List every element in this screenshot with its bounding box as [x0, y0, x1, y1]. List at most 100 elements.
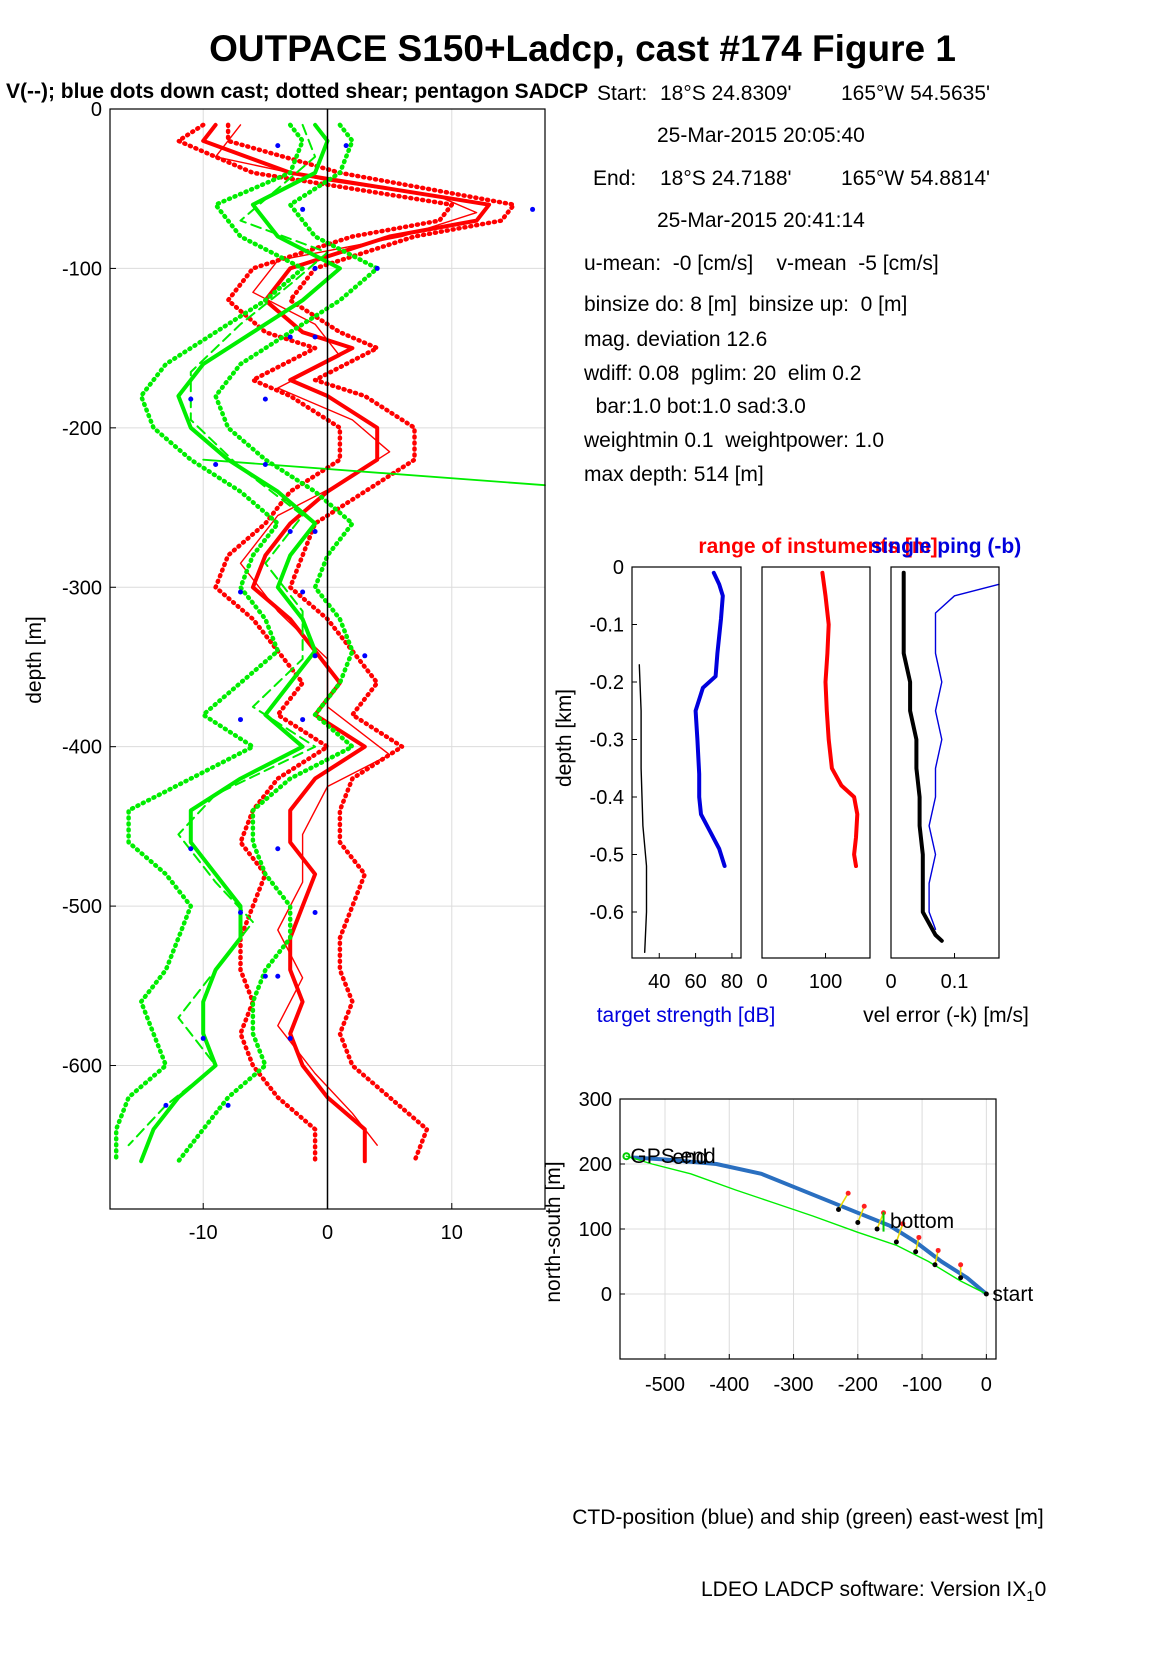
- footer-sub: 1: [1026, 1588, 1035, 1606]
- binsize-info: binsize do: 8 [m] binsize up: 0 [m]: [584, 293, 908, 316]
- ship-marker: [893, 1239, 899, 1245]
- track-series-0: [630, 1155, 989, 1296]
- ctd-marker: [935, 1247, 941, 1253]
- footer-main: LDEO LADCP software: Version IX: [701, 1578, 1027, 1601]
- down-cast-dot: [287, 528, 293, 534]
- start-latitude: 18°S 24.8309': [660, 82, 792, 105]
- down-cast-dot: [188, 846, 194, 852]
- down-cast-dot: [262, 396, 268, 402]
- y-tick-label: 300: [579, 1089, 612, 1111]
- x-tick-label: -300: [774, 1374, 814, 1396]
- down-cast-dot: [200, 1035, 206, 1041]
- y-tick-label: 0: [91, 99, 102, 121]
- ctd-marker: [916, 1234, 922, 1240]
- y-tick-label: -300: [62, 577, 102, 599]
- down-cast-dot: [362, 653, 368, 659]
- velocity-series-3: [214, 124, 478, 1146]
- down-cast-dot: [312, 909, 318, 915]
- end-longitude: 165°W 54.8814': [841, 167, 991, 190]
- ship-marker: [913, 1249, 919, 1255]
- y-tick-label: -0.2: [590, 672, 624, 694]
- start-longitude: 165°W 54.5635': [841, 82, 991, 105]
- x-tick-label: -100: [902, 1374, 942, 1396]
- down-cast-dot: [262, 462, 268, 468]
- track-series-1: [625, 1155, 988, 1295]
- end-label: End:: [593, 167, 637, 190]
- x-tick-label: -10: [189, 1222, 218, 1244]
- x-tick-label: 100: [809, 971, 842, 993]
- down-cast-dot: [213, 462, 219, 468]
- target-strength-plot: 40 60 80 0 -0.1 -0.2 -0.3 -0.4 -0.5 -0.6 target st…: [553, 535, 938, 1027]
- velocity-series-2: [176, 122, 455, 1164]
- down-cast-dot: [225, 1102, 231, 1108]
- velocity-error-plot: 0 0.1 single ping (-b) vel error (-k) [m/s]: [863, 535, 1029, 1027]
- target-strength-xlabel: target strength [dB]: [597, 1004, 776, 1027]
- down-cast-dot: [238, 589, 243, 595]
- position-xlabel: CTD-position (blue) and ship (green) eas…: [572, 1506, 1044, 1529]
- ship-ctd-link: [895, 1223, 904, 1243]
- target-strength-frame: [631, 566, 742, 959]
- vel-error-xlabel: vel error (-k) [m/s]: [863, 1004, 1029, 1027]
- down-cast-dot: [262, 973, 268, 979]
- figure-title: OUTPACE S150+Ladcp, cast #174 Figure 1: [209, 28, 956, 69]
- down-cast-dot: [343, 143, 349, 149]
- down-cast-dot: [238, 717, 243, 723]
- ctd-marker: [900, 1221, 906, 1227]
- x-tick-label: -400: [709, 1374, 749, 1396]
- mean-velocity: u-mean: -0 [cm/s] v-mean -5 [cm/s]: [584, 252, 939, 275]
- bottom-label: bottom: [890, 1210, 954, 1233]
- position-track-plot: -500 -400 -300 -200 -100 0 300 200 100 0 GPS enden…: [542, 1089, 1044, 1529]
- ship-marker: [958, 1275, 964, 1281]
- down-cast-dot: [312, 528, 318, 534]
- ship-marker: [836, 1207, 842, 1212]
- ship-marker: [855, 1220, 861, 1225]
- start-label: start: [992, 1283, 1033, 1306]
- velocity-ylabel: depth [m]: [23, 616, 46, 704]
- down-cast-dot: [188, 396, 194, 402]
- y-tick-label: -500: [62, 896, 102, 918]
- ctd-marker: [958, 1262, 964, 1268]
- instrument-range-plot: 0 100: [756, 566, 871, 993]
- ship-ctd-link: [876, 1212, 885, 1230]
- x-tick-label: 0: [756, 971, 767, 993]
- end-time: 25-Mar-2015 20:41:14: [657, 209, 865, 232]
- y-tick-label: -200: [62, 418, 102, 440]
- velocity-error-series-0: [928, 583, 1000, 930]
- x-tick-label: -500: [645, 1374, 685, 1396]
- velocity-series-1: [225, 122, 517, 1164]
- y-tick-label: -600: [62, 1056, 102, 1078]
- down-cast-dot: [287, 334, 293, 340]
- y-tick-label: 200: [579, 1154, 612, 1176]
- footer-tail: 0: [1034, 1578, 1047, 1601]
- down-cast-dot: [300, 206, 306, 212]
- down-cast-dot: [312, 265, 318, 271]
- ctd-marker: [845, 1190, 851, 1196]
- ship-marker: [932, 1262, 938, 1268]
- ship-marker: [874, 1226, 880, 1232]
- y-tick-label: -0.6: [590, 902, 624, 924]
- down-cast-dot: [163, 1102, 169, 1108]
- instrument-range-series-0: [820, 570, 860, 868]
- start-label: Start:: [597, 82, 648, 105]
- y-tick-label: -0.5: [590, 845, 624, 867]
- figure-subtitle: V(--); blue dots down cast; dotted shear…: [6, 80, 589, 103]
- velocity-error-frame: [890, 566, 1000, 959]
- down-cast-dot: [287, 1035, 293, 1041]
- x-tick-label: 0: [981, 1374, 992, 1396]
- down-cast-dot: [312, 653, 318, 659]
- ship-ctd-link: [837, 1192, 849, 1210]
- start-marker: [983, 1291, 989, 1297]
- velocity-series-0: [201, 122, 492, 1164]
- down-cast-dot: [238, 909, 243, 915]
- down-cast-dot: [530, 206, 536, 212]
- velocity-series-5: [113, 122, 305, 1164]
- ship-ctd-link: [857, 1205, 865, 1223]
- y-tick-label: -100: [62, 258, 102, 280]
- instrument-range-frame: [761, 566, 871, 959]
- gps-end-marker: [622, 1152, 631, 1161]
- x-tick-label: 40: [648, 971, 670, 993]
- velocity-series-4: [139, 122, 342, 1164]
- end-latitude: 18°S 24.7188': [660, 167, 792, 190]
